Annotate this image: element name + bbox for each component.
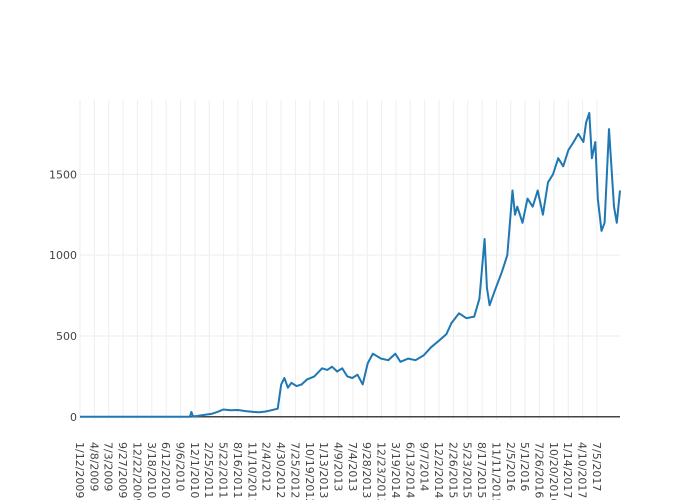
x-tick-label: 7/26/2016 bbox=[533, 442, 546, 498]
y-tick-label: 0 bbox=[70, 411, 77, 424]
x-tick-label: 1/12/2009 bbox=[73, 442, 86, 498]
x-tick-label: 10/20/2016 bbox=[547, 442, 560, 500]
x-tick-label: 9/7/2014 bbox=[418, 442, 431, 491]
x-tick-label: 2/25/2011 bbox=[202, 442, 215, 498]
x-tick-label: 4/9/2013 bbox=[331, 442, 344, 491]
x-tick-label: 1/13/2013 bbox=[317, 442, 330, 498]
x-tick-label: 12/22/2009 bbox=[130, 442, 143, 500]
x-gridlines bbox=[79, 100, 598, 420]
x-tick-label: 4/10/2017 bbox=[576, 442, 589, 498]
x-tick-label: 10/19/2012 bbox=[303, 442, 316, 500]
x-tick-label: 11/11/2015 bbox=[489, 442, 502, 500]
y-tick-label: 1500 bbox=[49, 168, 77, 181]
x-tick-label: 6/12/2010 bbox=[159, 442, 172, 498]
y-tick-label: 1000 bbox=[49, 249, 77, 262]
x-tick-label: 12/23/2013 bbox=[375, 442, 388, 500]
x-tick-label: 7/5/2017 bbox=[590, 442, 603, 491]
x-tick-label: 12/2/2014 bbox=[432, 442, 445, 498]
x-tick-label: 5/23/2015 bbox=[461, 442, 474, 498]
x-axis-tick-labels: 1/12/2009 4/8/2009 7/3/2009 9/27/2009 12/22/… bbox=[73, 442, 603, 500]
x-tick-label: 2/4/2012 bbox=[260, 442, 273, 491]
x-tick-label: 9/6/2010 bbox=[174, 442, 187, 491]
x-tick-label: 2/5/2016 bbox=[504, 442, 517, 491]
y-axis-tick-labels: 0 500 1000 1500 bbox=[49, 168, 77, 423]
x-tick-label: 5/22/2011 bbox=[217, 442, 230, 498]
x-tick-label: 12/1/2010 bbox=[188, 442, 201, 498]
x-tick-label: 4/8/2009 bbox=[87, 442, 100, 491]
x-tick-label: 7/25/2012 bbox=[288, 442, 301, 498]
x-tick-label: 7/3/2009 bbox=[102, 442, 115, 491]
x-tick-label: 7/4/2013 bbox=[346, 442, 359, 491]
y-gridlines bbox=[80, 173, 620, 337]
x-tick-label: 6/13/2014 bbox=[403, 442, 416, 498]
x-tick-label: 4/30/2012 bbox=[274, 442, 287, 498]
x-tick-label: 11/10/2011 bbox=[245, 442, 258, 500]
x-tick-label: 5/1/2016 bbox=[518, 442, 531, 491]
x-tick-label: 9/28/2013 bbox=[360, 442, 373, 498]
x-tick-label: 2/26/2015 bbox=[446, 442, 459, 498]
x-tick-label: 9/27/2009 bbox=[116, 442, 129, 498]
x-tick-label: 8/17/2015 bbox=[475, 442, 488, 498]
x-tick-label: 3/18/2010 bbox=[145, 442, 158, 498]
x-tick-label: 8/16/2011 bbox=[231, 442, 244, 498]
x-tick-label: 3/19/2014 bbox=[389, 442, 402, 498]
y-tick-label: 500 bbox=[56, 330, 77, 343]
x-tick-label: 1/14/2017 bbox=[561, 442, 574, 498]
series-line bbox=[80, 111, 621, 418]
